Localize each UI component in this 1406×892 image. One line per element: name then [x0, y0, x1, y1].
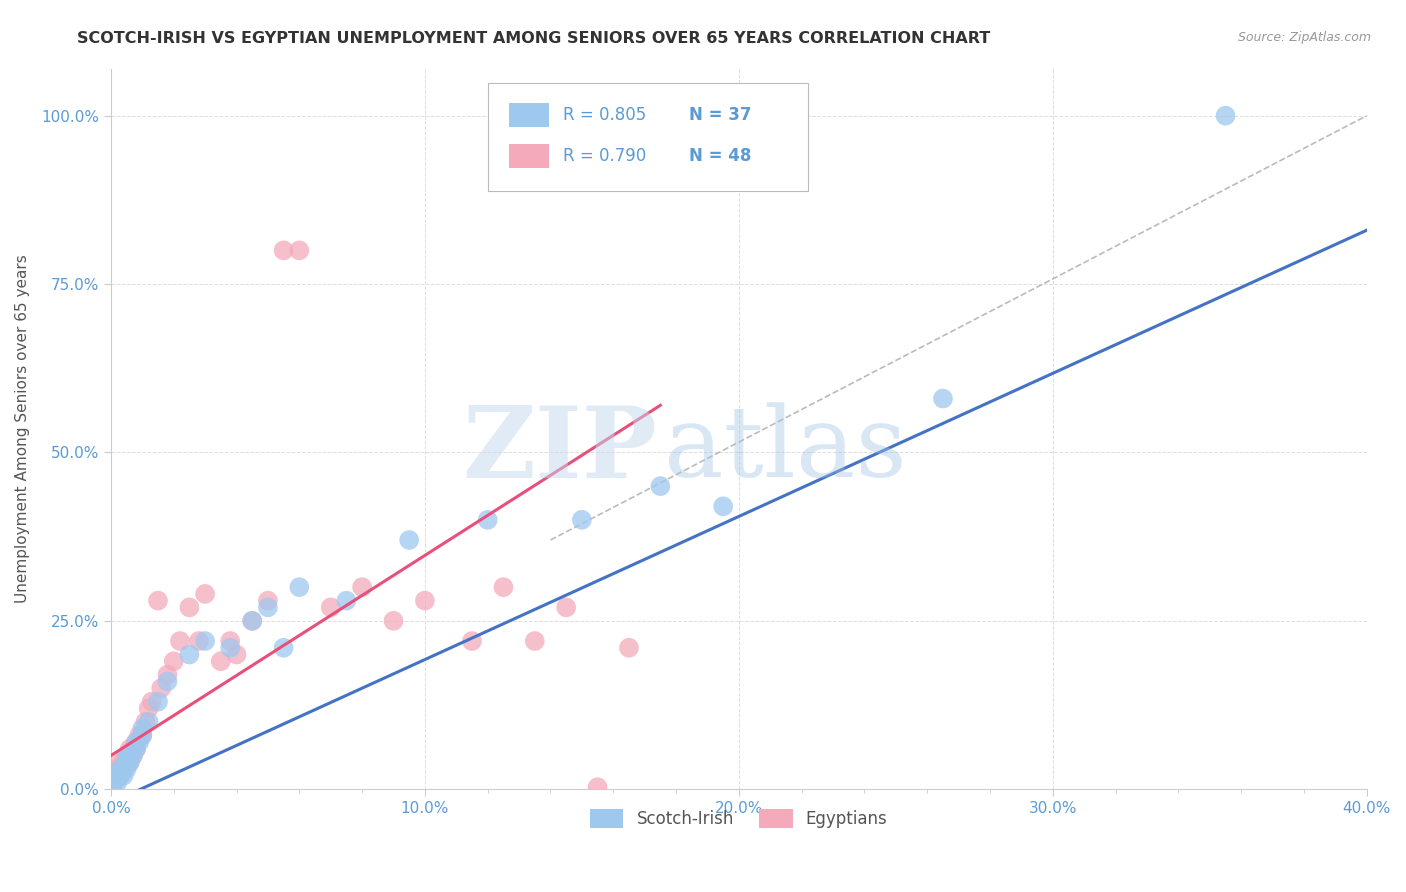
Point: [112, 769, 135, 783]
Point: [128, 735, 150, 749]
Text: R = 0.805: R = 0.805: [562, 105, 647, 124]
Text: N = 37: N = 37: [689, 105, 751, 124]
Text: R = 0.790: R = 0.790: [562, 146, 647, 165]
Point: [156, 667, 179, 681]
Point: [257, 593, 280, 607]
Point: [125, 741, 148, 756]
Point: [110, 762, 132, 776]
Point: [179, 600, 201, 615]
Point: [187, 634, 209, 648]
Point: [219, 640, 242, 655]
Point: [141, 695, 163, 709]
Point: [118, 748, 141, 763]
Point: [146, 593, 169, 607]
Point: [492, 580, 515, 594]
Point: [163, 654, 186, 668]
Point: [128, 728, 150, 742]
Point: [125, 735, 148, 749]
Point: [179, 648, 201, 662]
Point: [122, 741, 145, 756]
Point: [932, 392, 955, 406]
FancyBboxPatch shape: [509, 145, 550, 168]
Point: [112, 762, 135, 776]
Point: [115, 748, 138, 763]
Point: [382, 614, 405, 628]
Point: [194, 587, 217, 601]
Point: [219, 634, 242, 648]
Point: [105, 769, 128, 783]
Point: [125, 741, 148, 756]
Point: [115, 756, 138, 770]
Point: [105, 769, 128, 783]
Point: [273, 640, 295, 655]
Point: [110, 769, 132, 783]
Point: [650, 479, 672, 493]
Point: [571, 513, 593, 527]
Point: [319, 600, 342, 615]
Point: [110, 769, 132, 783]
Point: [477, 513, 499, 527]
Point: [209, 654, 232, 668]
Point: [398, 533, 420, 547]
Point: [586, 780, 609, 795]
Point: [461, 634, 484, 648]
Y-axis label: Unemployment Among Seniors over 65 years: Unemployment Among Seniors over 65 years: [15, 254, 30, 603]
Point: [115, 748, 138, 763]
Point: [110, 756, 132, 770]
Point: [118, 756, 141, 770]
Point: [240, 614, 263, 628]
Point: [115, 756, 138, 770]
Point: [156, 674, 179, 689]
Point: [335, 593, 357, 607]
Point: [413, 593, 436, 607]
Point: [105, 775, 128, 789]
FancyBboxPatch shape: [509, 103, 550, 127]
Point: [555, 600, 578, 615]
Point: [711, 500, 734, 514]
Point: [103, 775, 125, 789]
Point: [131, 728, 153, 742]
Point: [288, 580, 311, 594]
Point: [225, 648, 247, 662]
Point: [103, 769, 125, 783]
Point: [112, 756, 135, 770]
Point: [105, 762, 128, 776]
FancyBboxPatch shape: [488, 83, 808, 191]
Point: [138, 714, 160, 729]
Point: [194, 634, 217, 648]
Point: [131, 728, 153, 742]
Point: [134, 714, 156, 729]
Text: atlas: atlas: [664, 402, 907, 499]
Point: [240, 614, 263, 628]
Point: [138, 701, 160, 715]
Point: [1215, 109, 1237, 123]
Point: [118, 748, 141, 763]
Point: [523, 634, 546, 648]
Point: [146, 695, 169, 709]
Point: [112, 762, 135, 776]
Point: [131, 722, 153, 736]
Text: Source: ZipAtlas.com: Source: ZipAtlas.com: [1237, 31, 1371, 45]
Point: [273, 244, 295, 258]
Text: ZIP: ZIP: [463, 402, 657, 499]
Point: [169, 634, 191, 648]
Point: [110, 762, 132, 776]
Point: [288, 244, 311, 258]
Point: [352, 580, 374, 594]
Point: [617, 640, 640, 655]
Point: [150, 681, 173, 696]
Point: [103, 769, 125, 783]
Text: N = 48: N = 48: [689, 146, 751, 165]
Point: [115, 762, 138, 776]
Point: [118, 741, 141, 756]
Point: [125, 735, 148, 749]
Point: [118, 756, 141, 770]
Text: SCOTCH-IRISH VS EGYPTIAN UNEMPLOYMENT AMONG SENIORS OVER 65 YEARS CORRELATION CH: SCOTCH-IRISH VS EGYPTIAN UNEMPLOYMENT AM…: [77, 31, 991, 46]
Point: [122, 748, 145, 763]
Point: [257, 600, 280, 615]
Point: [103, 775, 125, 789]
Point: [122, 748, 145, 763]
Legend: Scotch-Irish, Egyptians: Scotch-Irish, Egyptians: [583, 803, 894, 835]
